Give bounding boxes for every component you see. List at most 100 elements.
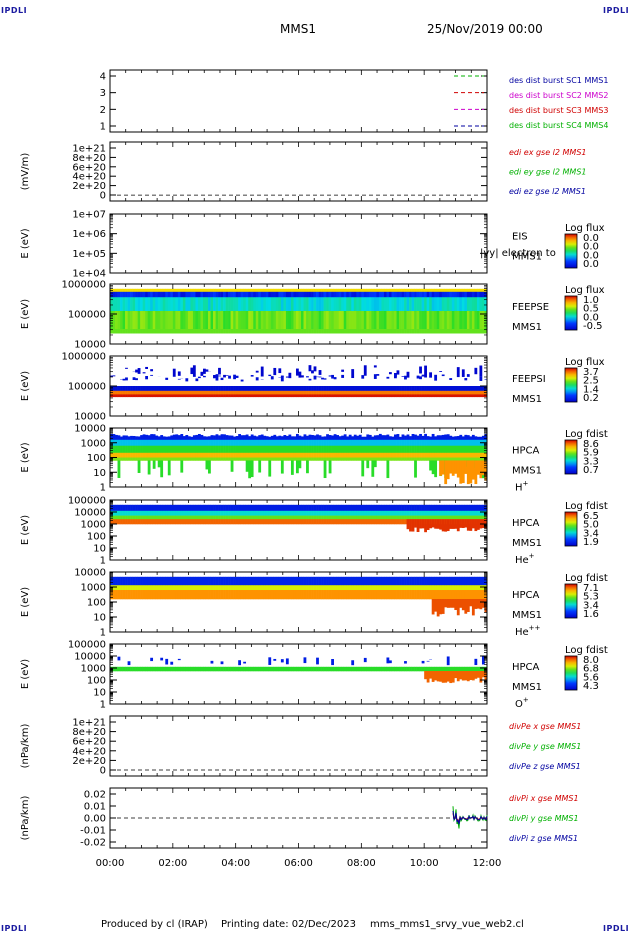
spectrogram-cell [484, 452, 488, 458]
spectrogram-cell [125, 515, 128, 520]
spectrogram-cell [476, 288, 480, 293]
spectrogram-cell [456, 311, 460, 330]
spectrogram-cell [165, 585, 169, 591]
spectrogram-cell [285, 576, 289, 586]
spectrogram-cell [208, 439, 211, 446]
spectrogram-cell [157, 666, 161, 672]
spectrogram-cell [308, 515, 312, 520]
spectrogram-cell [278, 445, 282, 454]
spectrogram-cell [218, 390, 221, 395]
spectrogram-cell [115, 585, 118, 591]
spectrogram-cell [233, 311, 236, 330]
spectrogram-cell [137, 368, 141, 374]
spectrogram-cell [441, 288, 445, 293]
spectrogram-cell [306, 519, 309, 525]
colorbar [564, 233, 578, 269]
spectrogram-cell [351, 439, 355, 446]
spectrogram-cell [197, 519, 201, 525]
spectrogram-cell [147, 460, 151, 475]
spectrogram-cell [401, 515, 405, 520]
spectrogram-cell [130, 585, 133, 591]
spectrogram-cell [331, 457, 334, 461]
spectrogram-cell [142, 576, 146, 586]
spectrogram-cell [356, 297, 360, 312]
spectrogram-cell [208, 457, 211, 461]
spectrogram-cell [426, 519, 430, 530]
spectrogram-cell [341, 374, 345, 378]
spectrogram-cell [127, 329, 131, 334]
spectrogram-cell [255, 510, 259, 516]
spectrogram-cell [250, 445, 254, 454]
spectrogram-cell [414, 291, 417, 298]
spectrogram-cell [155, 585, 159, 591]
spectrogram-cell [145, 394, 148, 398]
spectrogram-cell [245, 460, 249, 472]
spectrogram-cell [451, 504, 455, 512]
spectrogram-cell [293, 585, 297, 591]
spectrogram-cell [419, 394, 422, 398]
spectrogram-cell [396, 370, 400, 375]
spectrogram-cell [145, 666, 148, 672]
spectrogram-cell [125, 439, 128, 446]
spectrogram-cell [147, 435, 151, 441]
spectrogram-cell [439, 671, 443, 682]
spectrogram-cell [182, 510, 186, 516]
spectrogram-cell [233, 585, 236, 591]
spectrogram-cell [326, 576, 329, 586]
spectrogram-cell [439, 585, 443, 591]
spectrogram-cell [122, 504, 126, 512]
spectrogram-cell [328, 585, 332, 591]
spectrogram-cell [265, 452, 269, 458]
spectrogram-cell [187, 576, 191, 586]
spectrogram-cell [228, 288, 231, 293]
spectrogram-cell [280, 576, 284, 586]
spectrogram-cell [215, 329, 219, 334]
spectrogram-cell [316, 288, 319, 293]
spectrogram-cell [479, 445, 483, 454]
corner-label-top-left: IPDLI [1, 6, 28, 15]
spectrogram-cell [197, 297, 201, 312]
spectrogram-cell [155, 297, 159, 312]
spectrogram-cell [243, 585, 247, 591]
spectrogram-cell [358, 452, 362, 458]
spectrogram-cell [341, 291, 345, 298]
spectrogram-cell [160, 291, 164, 298]
spectrogram-cell [461, 329, 465, 334]
spectrogram-cell [323, 394, 327, 398]
legend-entry: des dist burst SC2 MMS2 [509, 91, 608, 100]
spectrogram-cell [311, 439, 314, 446]
spectrogram-cell [127, 394, 131, 398]
spectrogram-cell [444, 457, 448, 461]
spectrogram-cell [240, 386, 244, 392]
spectrogram-cell [331, 510, 334, 516]
spectrogram-cell [363, 510, 367, 516]
y-tick-label: 10000 [74, 508, 106, 519]
spectrogram-cell [263, 297, 267, 312]
spectrogram-cell [288, 311, 292, 330]
spectrogram-cell [165, 515, 169, 520]
spectrogram-cell [378, 585, 382, 591]
spectrogram-cell [441, 390, 445, 395]
spectrogram-cell [416, 375, 420, 379]
spectrogram-cell [137, 439, 141, 446]
spectrogram-cell [205, 452, 209, 458]
spectrogram-cell [192, 452, 196, 458]
spectrogram-cell [293, 288, 297, 293]
spectrogram-cell [318, 370, 322, 375]
spectrogram-cell [265, 515, 269, 520]
spectrogram-cell [341, 445, 345, 454]
spectrogram-cell [270, 311, 274, 330]
spectrogram-cell [341, 390, 345, 395]
spectrogram-cell [288, 585, 292, 591]
spectrogram-cell [414, 585, 417, 591]
spectrogram-cell [311, 291, 314, 298]
spectrogram-cell [177, 394, 181, 398]
spectrogram-cell [290, 445, 294, 454]
spectrogram-cell [441, 452, 445, 458]
spectrogram-cell [378, 519, 382, 525]
spectrogram-cell [162, 439, 166, 446]
overlay-text: |vy| electron to [480, 248, 556, 259]
spectrogram-cell [230, 291, 234, 298]
spectrogram-cell [175, 666, 179, 672]
spectrogram-cell [424, 445, 427, 454]
